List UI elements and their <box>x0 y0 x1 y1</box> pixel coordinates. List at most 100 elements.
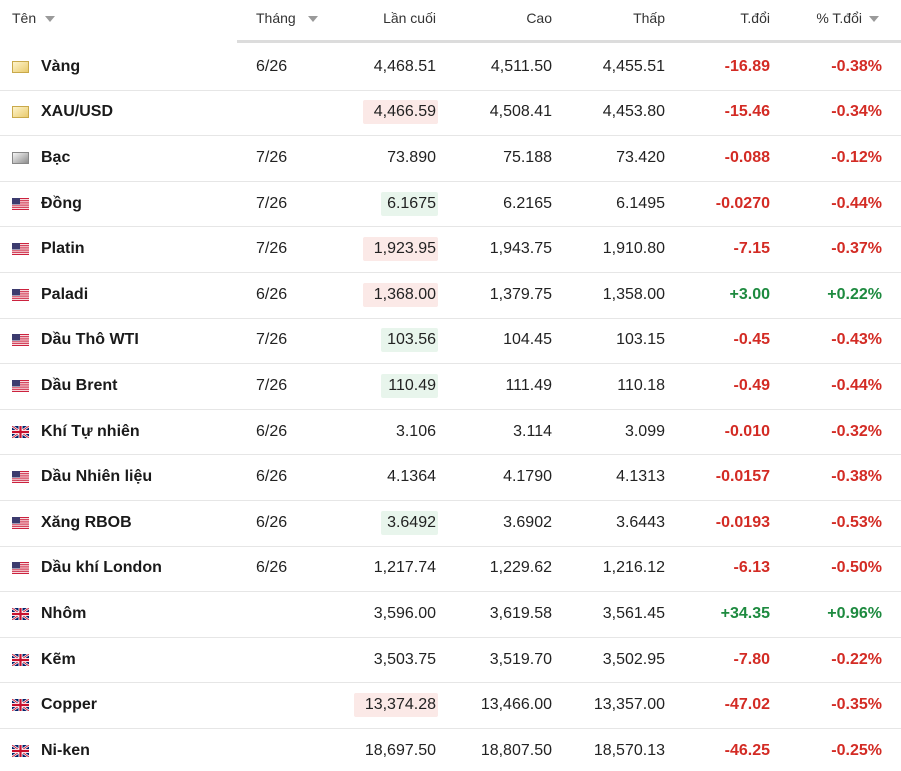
low: 3,561.45 <box>602 605 665 622</box>
month: 6/26 <box>256 422 288 440</box>
name[interactable]: Dầu Thô WTI <box>41 331 139 349</box>
low: 13,357.00 <box>593 696 665 714</box>
low: 110.18 <box>617 377 665 394</box>
column-header[interactable]: Lần cuối <box>383 10 436 26</box>
change-percent: -0.25% <box>831 741 882 759</box>
month: 7/26 <box>256 331 288 349</box>
change: -0.45 <box>733 331 770 349</box>
name[interactable]: Dầu Brent <box>41 377 118 394</box>
cell-highlight <box>380 510 438 535</box>
column-header[interactable]: T.đổi <box>740 10 770 26</box>
change: -6.13 <box>733 559 770 577</box>
month: 7/26 <box>256 240 288 258</box>
high: 4,511.50 <box>490 57 552 75</box>
change: -0.49 <box>733 377 770 394</box>
month: 7/26 <box>256 149 288 166</box>
name[interactable]: Dầu khí London <box>41 559 162 577</box>
change: -7.15 <box>733 240 770 258</box>
low: 1,216.12 <box>602 559 665 577</box>
high: 3.6902 <box>503 513 552 531</box>
last: 1,217.74 <box>373 559 436 577</box>
sort-icon[interactable] <box>45 16 55 22</box>
row-icon <box>12 425 29 438</box>
column-header[interactable]: % T.đổi <box>816 10 862 26</box>
name[interactable]: Khí Tự nhiên <box>41 422 140 440</box>
name[interactable]: Ni-ken <box>41 741 90 759</box>
last: 3,596.00 <box>373 605 436 622</box>
change-percent: -0.37% <box>831 240 882 258</box>
name[interactable]: Platin <box>41 240 85 258</box>
name[interactable]: Bạc <box>41 149 71 166</box>
name[interactable]: Nhôm <box>41 605 87 622</box>
month: 7/26 <box>256 194 288 212</box>
column-header[interactable]: Tên <box>12 10 37 26</box>
name[interactable]: Kẽm <box>41 650 76 668</box>
name[interactable]: Dầu Nhiên liệu <box>41 468 153 486</box>
change-percent: -0.34% <box>831 103 882 121</box>
name[interactable]: Xăng RBOB <box>41 513 132 531</box>
column-header[interactable]: Tháng <box>256 10 296 26</box>
high: 75.188 <box>503 149 552 166</box>
name[interactable]: XAU/USD <box>41 103 114 121</box>
high: 6.2165 <box>503 194 552 212</box>
name[interactable]: Copper <box>41 696 97 714</box>
row-icon <box>12 334 29 347</box>
low: 1,358.00 <box>602 285 665 303</box>
high: 1,943.75 <box>489 240 552 258</box>
row-separator <box>0 272 901 273</box>
sort-icon[interactable] <box>869 16 879 22</box>
high: 3.114 <box>513 422 552 440</box>
change-percent: -0.50% <box>831 559 882 577</box>
row-icon <box>12 562 29 575</box>
row-icon <box>12 471 29 484</box>
last: 4,468.51 <box>373 57 436 75</box>
header-underline <box>237 40 901 43</box>
name[interactable]: Vàng <box>41 57 81 75</box>
high: 104.45 <box>503 331 552 349</box>
change: -47.02 <box>724 696 770 714</box>
change-percent: -0.53% <box>831 513 882 531</box>
last: 4,466.59 <box>373 103 436 121</box>
low: 3.6443 <box>616 513 665 531</box>
low: 4,455.51 <box>602 57 665 75</box>
row-icon <box>12 152 29 164</box>
name[interactable]: Paladi <box>41 285 89 303</box>
cell-highlight <box>362 237 438 262</box>
last: 18,697.50 <box>364 741 436 759</box>
column-header[interactable]: Cao <box>526 10 552 26</box>
row-icon <box>12 744 29 757</box>
month: 6/26 <box>256 513 288 531</box>
cell-highlight <box>353 693 438 718</box>
last: 3.106 <box>395 422 436 440</box>
change: -7.80 <box>733 650 770 668</box>
change-percent: -0.38% <box>831 468 882 486</box>
row-icon <box>12 288 29 301</box>
last: 73.890 <box>387 149 436 166</box>
month: 6/26 <box>256 57 288 75</box>
change: -0.0270 <box>715 194 770 212</box>
row-icon <box>12 380 29 392</box>
cell-highlight <box>380 374 438 398</box>
high: 4.1790 <box>503 468 552 486</box>
change-percent: +0.96% <box>827 605 882 622</box>
column-header[interactable]: Thấp <box>633 10 665 26</box>
sort-icon[interactable] <box>308 16 318 22</box>
change: -16.89 <box>724 57 770 75</box>
row-separator <box>0 89 901 91</box>
row-separator <box>0 728 901 729</box>
high: 1,379.75 <box>489 285 552 303</box>
low: 1,910.80 <box>602 240 665 258</box>
row-separator <box>0 363 901 365</box>
last: 1,923.95 <box>373 240 436 258</box>
low: 4,453.80 <box>602 103 665 121</box>
change-percent: -0.35% <box>831 696 882 714</box>
last: 110.49 <box>388 377 436 394</box>
row-separator <box>0 591 901 593</box>
row-icon <box>12 243 29 256</box>
month: 7/26 <box>256 377 288 394</box>
change-percent: -0.43% <box>831 331 882 349</box>
name[interactable]: Đồng <box>41 194 82 212</box>
cell-highlight <box>380 328 438 353</box>
cell-highlight <box>362 282 438 307</box>
